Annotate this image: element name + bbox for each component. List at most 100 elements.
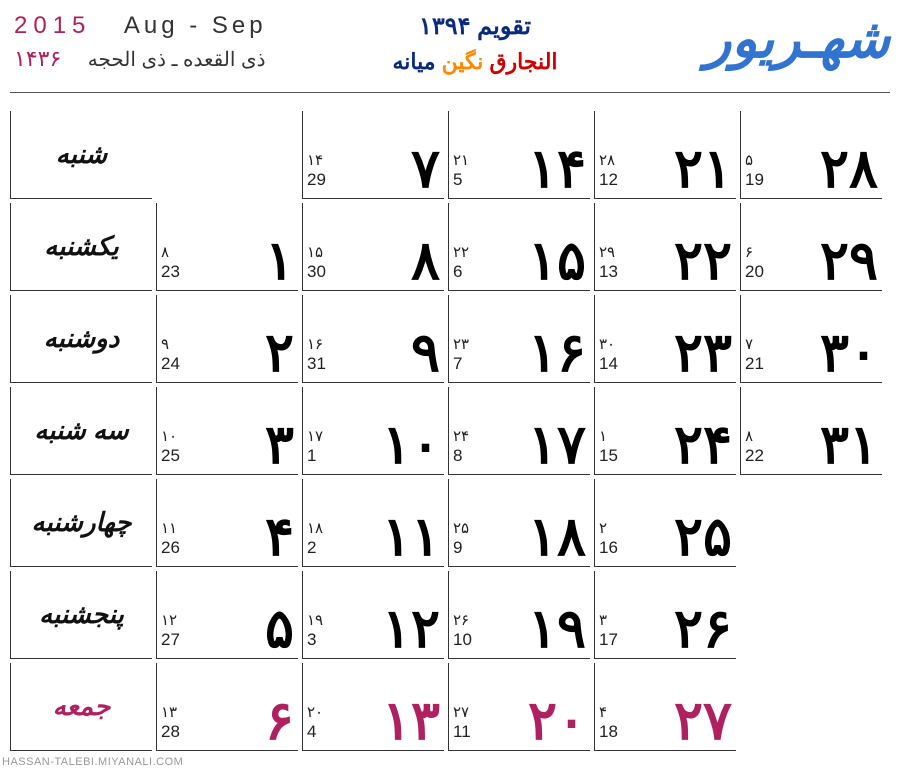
gregorian-day: 26 <box>161 538 180 558</box>
secondary-dates: ۲۳7 <box>453 336 485 380</box>
gregorian-day: 30 <box>307 262 326 282</box>
day-cell: ۲۷۴18 <box>594 663 736 751</box>
hijri-day: ۸ <box>161 244 169 262</box>
day-cell: ۱۵۲۲6 <box>448 203 590 291</box>
calendar-row: دوشنبه۲۹24۹۱۶31۱۶۲۳7۲۳۳۰14۳۰۷21 <box>10 295 890 383</box>
day-of-week-label: جمعه <box>10 663 152 751</box>
calendar-grid: شنبه۷۱۴29۱۴۲۱5۲۱۲۸12۲۸۵19یکشنبه۱۸23۸۱۵30… <box>10 111 890 751</box>
day-cell: ۱۸۲۵9 <box>448 479 590 567</box>
persian-day: ۱۷ <box>485 418 586 472</box>
secondary-dates: ۱۹3 <box>307 612 339 656</box>
persian-day: ۱ <box>193 234 294 288</box>
gregorian-day: 16 <box>599 538 618 558</box>
persian-day: ۲۱ <box>631 142 732 196</box>
secondary-dates: ۵19 <box>745 152 777 196</box>
hijri-day: ۱۰ <box>161 428 177 446</box>
day-cell: ۱۴۲۱5 <box>448 111 590 199</box>
gregorian-day: 20 <box>745 262 764 282</box>
persian-day: ۳ <box>193 418 294 472</box>
hijri-day: ۲۸ <box>599 152 615 170</box>
secondary-dates: ۱۰25 <box>161 428 193 472</box>
gregorian-year: 2015 <box>14 12 91 40</box>
day-cell: ۱۱۱۸2 <box>302 479 444 567</box>
subtitle-part-1: النجارق <box>489 49 557 74</box>
hijri-day: ۱۵ <box>307 244 323 262</box>
hijri-months: ذی القعده ـ ذی الحجه <box>88 47 266 72</box>
persian-day: ۹ <box>339 326 440 380</box>
day-of-week-label: یکشنبه <box>10 203 152 291</box>
hijri-day: ۸ <box>745 428 753 446</box>
day-cell: ۳۱ ۸22 <box>740 387 882 475</box>
empty-cell <box>740 571 882 659</box>
hijri-day: ۱۷ <box>307 428 323 446</box>
hijri-day: ۷ <box>745 336 753 354</box>
hijri-day: ۱۳ <box>161 704 177 722</box>
secondary-dates: ۲۴8 <box>453 428 485 472</box>
day-cell: ۲۰۲۷11 <box>448 663 590 751</box>
header-middle: تقویم ۱۳۹۴ النجارق نگین میانه <box>320 8 630 92</box>
year-title: تقویم ۱۳۹۴ <box>320 12 630 41</box>
hijri-day: ۱۱ <box>161 520 177 538</box>
persian-day: ۱۶ <box>485 326 586 380</box>
secondary-dates: ۲۱5 <box>453 152 485 196</box>
persian-day: ۱۰ <box>339 418 440 472</box>
secondary-dates: ۸23 <box>161 244 193 288</box>
persian-day: ۲۷ <box>631 694 732 748</box>
empty-cell <box>740 479 882 567</box>
empty-cell <box>156 111 298 199</box>
calendar-row: پنجشنبه۵۱۲27۱۲۱۹3۱۹۲۶10۲۶۳17 <box>10 571 890 659</box>
persian-day: ۱۸ <box>485 510 586 564</box>
day-cell: ۲۶۳17 <box>594 571 736 659</box>
persian-day: ۳۱ <box>777 418 878 472</box>
day-cell: ۲۹۶20 <box>740 203 882 291</box>
gregorian-day: 23 <box>161 262 180 282</box>
day-cell: ۲۴۱15 <box>594 387 736 475</box>
hijri-day: ۲۰ <box>307 704 323 722</box>
persian-day: ۵ <box>193 602 294 656</box>
day-cell: ۲۲۲۹13 <box>594 203 736 291</box>
day-cell: ۱۸23 <box>156 203 298 291</box>
day-cell: ۱۹۲۶10 <box>448 571 590 659</box>
day-cell: ۲۵۲16 <box>594 479 736 567</box>
secondary-dates: ۲۵9 <box>453 520 485 564</box>
hijri-day: ۱۸ <box>307 520 323 538</box>
hijri-day: ۳۰ <box>599 336 615 354</box>
gregorian-day: 2 <box>307 538 316 558</box>
day-cell: ۵۱۲27 <box>156 571 298 659</box>
calendar-row: یکشنبه۱۸23۸۱۵30۱۵۲۲6۲۲۲۹13۲۹۶20 <box>10 203 890 291</box>
hijri-day: ۱۶ <box>307 336 323 354</box>
gregorian-day: 21 <box>745 354 764 374</box>
gregorian-day: 3 <box>307 630 316 650</box>
gregorian-day: 14 <box>599 354 618 374</box>
persian-day: ۶ <box>193 694 294 748</box>
gregorian-day: 11 <box>453 722 471 742</box>
day-cell: ۲۹24 <box>156 295 298 383</box>
day-cell: ۳۰۷21 <box>740 295 882 383</box>
secondary-dates: ۳17 <box>599 612 631 656</box>
persian-day: ۸ <box>339 234 440 288</box>
day-cell: ۱۲۱۹3 <box>302 571 444 659</box>
persian-day: ۲۸ <box>777 142 878 196</box>
hijri-day: ۲۹ <box>599 244 615 262</box>
gregorian-day: 24 <box>161 354 180 374</box>
day-cell: ۲۸۵19 <box>740 111 882 199</box>
gregorian-day: 18 <box>599 722 618 742</box>
day-cell: ۱۷۲۴8 <box>448 387 590 475</box>
day-cell: ۱۳۲۰4 <box>302 663 444 751</box>
hijri-day: ۲ <box>599 520 607 538</box>
gregorian-day: 31 <box>307 354 326 374</box>
gregorian-day: 13 <box>599 262 618 282</box>
calendar-row: جمعه۶۱۳28۱۳۲۰4۲۰۲۷11۲۷۴18 <box>10 663 890 751</box>
secondary-dates: ۲۹13 <box>599 244 631 288</box>
gregorian-day: 22 <box>745 446 764 466</box>
secondary-dates: ۲۷11 <box>453 704 485 748</box>
day-cell: ۹۱۶31 <box>302 295 444 383</box>
gregorian-day: 27 <box>161 630 180 650</box>
secondary-dates: ۱۶31 <box>307 336 339 380</box>
hijri-year: ۱۴۳۶ <box>14 46 61 72</box>
secondary-dates: ۳۰14 <box>599 336 631 380</box>
day-cell: ۳۱۰25 <box>156 387 298 475</box>
gregorian-day: 1 <box>307 446 316 466</box>
empty-cell <box>740 663 882 751</box>
hijri-day: ۲۵ <box>453 520 469 538</box>
